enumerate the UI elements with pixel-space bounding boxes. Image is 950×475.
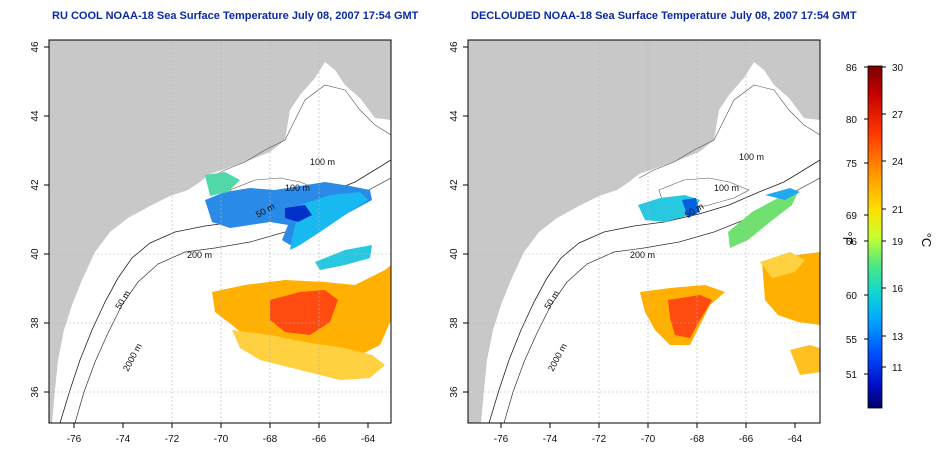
right-isobath-label: 200 m — [630, 250, 655, 260]
fahrenheit-tick-label: 55 — [846, 335, 858, 346]
celsius-tick-label: 11 — [892, 363, 903, 374]
fahrenheit-tick-label: 60 — [846, 291, 858, 302]
celsius-tick-label: 24 — [892, 157, 904, 168]
left-xtick-label: -66 — [312, 434, 327, 445]
left-map-title: RU COOL NOAA-18 Sea Surface Temperature … — [52, 10, 419, 22]
fahrenheit-tick-label: 75 — [846, 159, 858, 170]
left-xtick-label: -68 — [263, 434, 278, 445]
right-isobath-inner — [638, 84, 820, 179]
celsius-tick-label: 21 — [892, 205, 904, 216]
right-ytick-label: 40 — [449, 248, 460, 260]
left-land — [49, 40, 391, 423]
left-sst-warm-core — [270, 290, 338, 335]
left-sst-slope — [315, 245, 372, 270]
celsius-tick-label: 19 — [892, 237, 904, 248]
right-xtick-label: -72 — [592, 434, 607, 445]
right-map-title: DECLOUDED NOAA-18 Sea Surface Temperatur… — [471, 10, 857, 22]
colorbar: 86 80 75 69 66 60 55 51 30 27 24 21 19 1… — [840, 63, 934, 409]
fahrenheit-tick-label: 80 — [846, 115, 858, 126]
right-ytick-label: 36 — [449, 386, 460, 398]
right-sst-warm-core — [668, 295, 712, 338]
right-xtick-label: -68 — [690, 434, 705, 445]
left-xtick-label: -74 — [116, 434, 131, 445]
celsius-unit-label: °C — [919, 233, 934, 248]
fahrenheit-tick-label: 66 — [846, 237, 858, 248]
celsius-tick-label: 27 — [892, 110, 904, 121]
left-xtick-label: -64 — [361, 434, 376, 445]
left-xtick-label: -70 — [214, 434, 229, 445]
right-xtick-label: -76 — [494, 434, 509, 445]
celsius-tick-label: 13 — [892, 332, 904, 343]
left-map-frame — [48, 39, 392, 424]
right-xtick-label: -74 — [543, 434, 558, 445]
right-sst-cold-core — [682, 198, 700, 218]
right-sst-warm-3 — [760, 252, 805, 278]
left-sst-warm-edge — [232, 330, 385, 380]
colorbar-gradient — [867, 65, 883, 409]
right-ytick-label: 38 — [449, 317, 460, 329]
celsius-tick-label: 16 — [892, 284, 904, 295]
right-land — [468, 40, 820, 423]
right-map-panel: 100 m 100 m 200 m 50 m 2000 m 50 m -76 -… — [449, 39, 821, 445]
right-ytick-label: 44 — [449, 110, 460, 122]
right-isobath-label: 100 m — [739, 152, 764, 162]
left-ytick-label: 44 — [30, 110, 41, 122]
right-ytick-label: 42 — [449, 179, 460, 191]
left-ytick-label: 42 — [30, 179, 41, 191]
left-ytick-label: 38 — [30, 317, 41, 329]
right-sst-warm-4 — [790, 345, 820, 375]
left-isobath-label: 100 m — [310, 157, 335, 167]
left-isobath-inner — [209, 84, 391, 179]
right-isobath-shelf — [488, 159, 820, 423]
fahrenheit-tick-label: 51 — [846, 370, 858, 381]
celsius-tick-label: 30 — [892, 63, 904, 74]
right-xtick-label: -64 — [788, 434, 803, 445]
left-ytick-label: 36 — [30, 386, 41, 398]
left-sst-nearshore — [205, 172, 240, 196]
right-sst-slope — [728, 192, 798, 248]
right-ytick-label: 46 — [449, 41, 460, 53]
right-sst-northeast — [765, 188, 800, 200]
left-ytick-label: 46 — [30, 41, 41, 53]
left-isobath-label: 200 m — [187, 250, 212, 260]
fahrenheit-tick-label: 69 — [846, 211, 858, 222]
right-isobath-label: 100 m — [714, 183, 739, 193]
left-ytick-label: 40 — [30, 248, 41, 260]
right-map-frame — [467, 39, 821, 424]
left-xtick-label: -76 — [67, 434, 82, 445]
fahrenheit-tick-label: 86 — [846, 63, 858, 74]
right-xtick-label: -70 — [641, 434, 656, 445]
left-sst-cold-core — [285, 205, 312, 222]
left-xtick-label: -72 — [165, 434, 180, 445]
right-xtick-label: -66 — [739, 434, 754, 445]
left-isobath-label: 100 m — [285, 183, 310, 193]
fahrenheit-unit-label: °F — [840, 231, 855, 244]
left-sst-shelf-edge — [290, 192, 368, 250]
left-map-panel: 100 m 100 m 200 m 50 m 2000 m 50 m -76 -… — [30, 39, 392, 445]
